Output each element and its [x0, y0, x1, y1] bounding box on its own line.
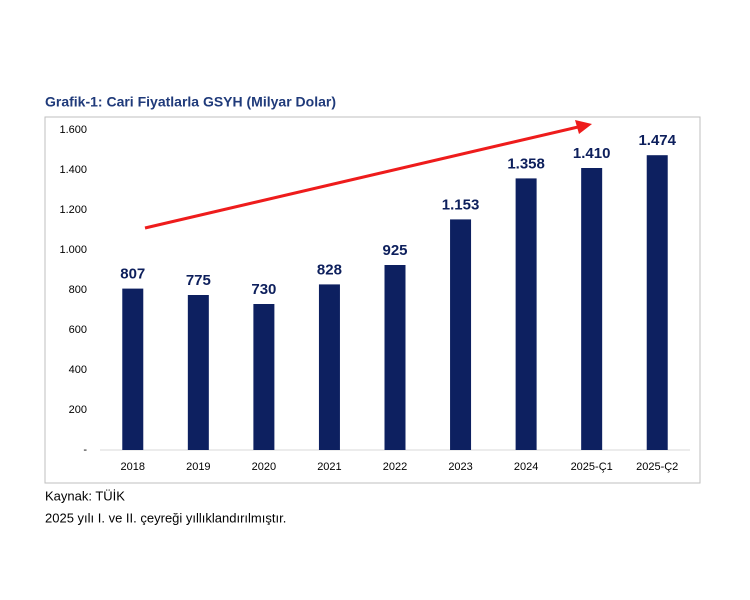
value-label: 828	[317, 261, 342, 278]
y-tick-label: 1.000	[59, 244, 87, 256]
bar	[318, 284, 340, 450]
x-tick-label: 2020	[252, 461, 276, 473]
bar	[384, 265, 406, 450]
bar	[515, 178, 537, 450]
bar	[187, 295, 209, 450]
y-tick-label: 600	[69, 324, 87, 336]
trend-arrow	[144, 120, 592, 230]
value-label: 1.474	[638, 132, 676, 149]
x-tick-label: 2025-Ç1	[571, 461, 613, 473]
bar	[581, 168, 603, 450]
value-label: 925	[382, 242, 407, 259]
bar	[253, 304, 275, 450]
footnote: 2025 yılı I. ve II. çeyreği yıllıklandır…	[45, 510, 286, 525]
chart-frame	[44, 116, 701, 484]
value-label: 730	[251, 281, 276, 298]
y-tick-label: 1.600	[59, 124, 87, 136]
value-label: 775	[186, 272, 211, 289]
chart-title: Grafik-1: Cari Fiyatlarla GSYH (Milyar D…	[45, 94, 336, 110]
y-tick-label: 1.400	[59, 164, 87, 176]
x-tick-label: 2022	[383, 461, 407, 473]
y-tick-label: 800	[69, 284, 87, 296]
y-tick-label: -	[83, 444, 87, 456]
x-tick-label: 2024	[514, 461, 538, 473]
x-tick-label: 2021	[317, 461, 341, 473]
y-tick-label: 400	[69, 364, 87, 376]
x-tick-label: 2018	[121, 461, 145, 473]
value-label: 1.410	[573, 145, 611, 162]
x-tick-label: 2023	[448, 461, 472, 473]
value-label: 1.153	[442, 196, 480, 213]
x-tick-label: 2025-Ç2	[636, 461, 678, 473]
source-note: Kaynak: TÜİK	[45, 488, 125, 503]
y-tick-label: 200	[69, 404, 87, 416]
y-tick-label: 1.200	[59, 204, 87, 216]
bar	[122, 288, 144, 450]
bar	[450, 219, 472, 450]
x-tick-label: 2019	[186, 461, 210, 473]
value-label: 807	[120, 266, 145, 283]
value-label: 1.358	[507, 155, 545, 172]
bar	[646, 155, 668, 450]
